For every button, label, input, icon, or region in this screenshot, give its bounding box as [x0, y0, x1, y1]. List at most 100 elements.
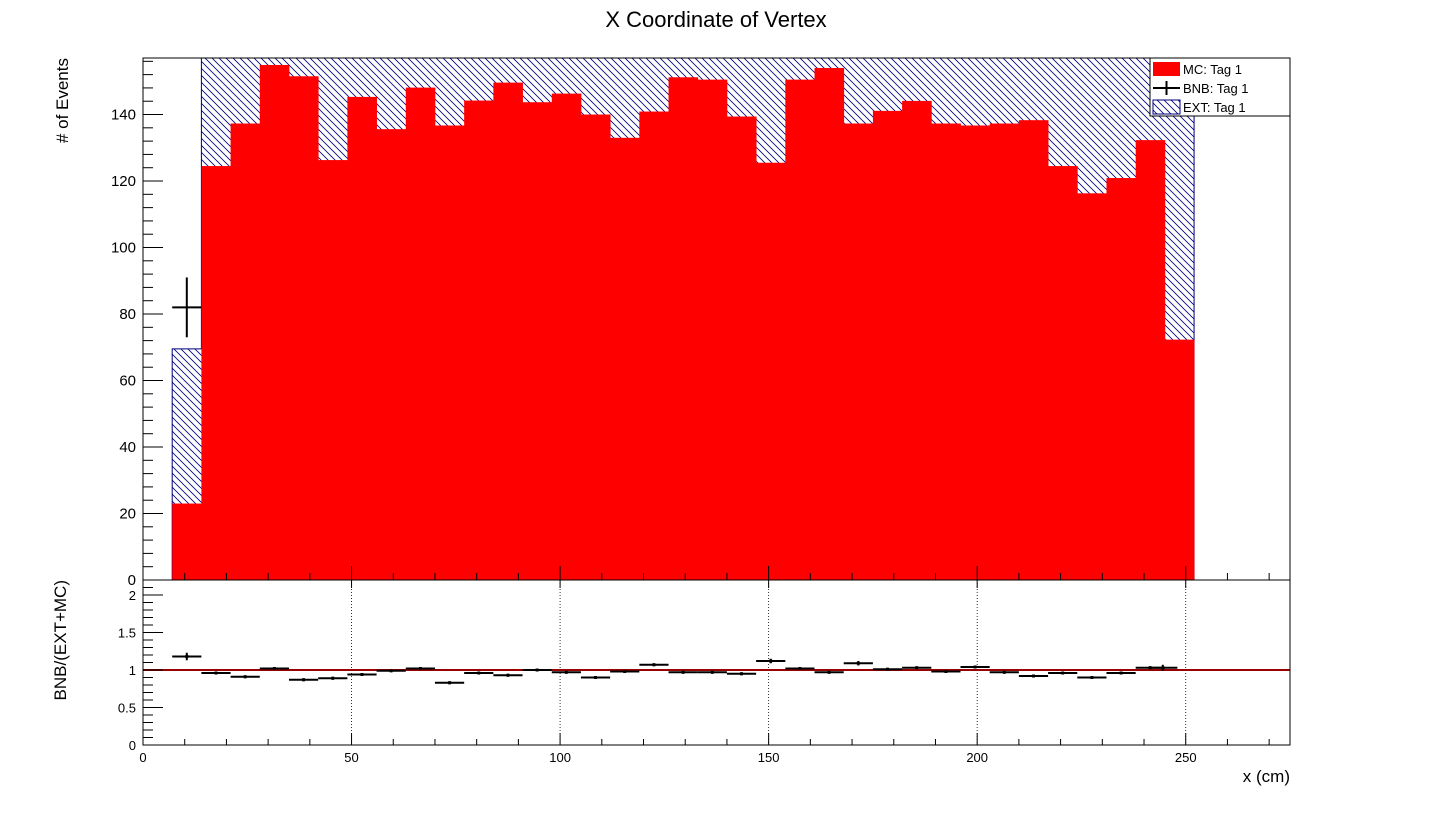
- ratio-point: [769, 659, 773, 663]
- mc-bar: [405, 87, 436, 581]
- y-tick-label: 120: [111, 173, 136, 190]
- ratio-point: [710, 670, 714, 674]
- legend-label: MC: Tag 1: [1183, 62, 1242, 77]
- mc-bar: [1018, 120, 1049, 580]
- mc-bar: [230, 123, 261, 581]
- ratio-point: [360, 673, 364, 676]
- y-tick-label: 100: [111, 240, 136, 257]
- ratio-panel: 0 0.5 1 1.5 2 0 50 100 150 200 250 BNB/(EXT+MC) x …: [51, 579, 1291, 786]
- ratio-point: [1090, 676, 1094, 679]
- ratio-y-tick-label: 2: [129, 588, 136, 603]
- mc-bar: [259, 64, 290, 580]
- legend: MC: Tag 1 BNB: Tag 1 EXT: Tag 1: [1149, 57, 1291, 117]
- ratio-y-tick-label: 0: [129, 738, 136, 753]
- x-tick-label: 250: [1175, 750, 1197, 765]
- main-axes: 0 20 40 60 80 100 120 140: [111, 60, 1270, 589]
- ratio-grid: [351, 580, 1187, 745]
- mc-bar: [610, 137, 640, 580]
- ratio-point: [944, 670, 948, 673]
- ratio-point: [652, 663, 656, 667]
- ratio-point: [1061, 671, 1065, 675]
- x-axis-title: x (cm): [1243, 767, 1290, 786]
- ratio-point: [915, 666, 919, 670]
- ratio-point: [214, 671, 218, 675]
- ratio-point: [740, 672, 744, 676]
- mc-bar: [1048, 166, 1078, 581]
- bnb-series: [172, 277, 202, 338]
- ratio-y-axis-title: BNB/(EXT+MC): [51, 580, 70, 700]
- y-tick-label: 40: [119, 439, 136, 456]
- x-tick-label: 50: [344, 750, 358, 765]
- ratio-point: [302, 678, 306, 682]
- ratio-point: [448, 681, 452, 685]
- ratio-point: [331, 676, 335, 680]
- mc-bar: [902, 100, 932, 581]
- main-panel: 0 20 40 60 80 100 120 140 # of Events MC: Tag 1…: [53, 57, 1291, 589]
- ratio-point: [973, 665, 977, 669]
- ratio-point: [506, 673, 510, 677]
- ratio-point: [681, 670, 685, 674]
- ratio-point: [477, 671, 481, 675]
- mc-bar: [172, 503, 202, 580]
- ratio-axes: 0 0.5 1 1.5 2 0 50 100 150 200 250: [118, 580, 1270, 765]
- ratio-point: [389, 669, 393, 673]
- mc-bar: [493, 82, 523, 580]
- mc-bar: [756, 162, 786, 580]
- mc-bar: [318, 160, 348, 580]
- mc-bar: [464, 100, 494, 581]
- chart-title: X Coordinate of Vertex: [605, 7, 826, 32]
- ratio-point: [623, 670, 627, 673]
- y-tick-label: 80: [119, 306, 136, 323]
- mc-bar: [434, 125, 465, 581]
- ratio-y-tick-label: 1: [129, 663, 136, 678]
- ratio-point: [798, 667, 802, 670]
- ratio-point: [564, 670, 568, 674]
- ratio-y-tick-label: 0.5: [118, 701, 136, 716]
- mc-bar: [288, 76, 319, 580]
- ratio-point: [243, 675, 247, 679]
- x-tick-label: 150: [758, 750, 780, 765]
- x-tick-label: 100: [549, 750, 571, 765]
- mc-bar: [931, 123, 961, 581]
- mc-bar: [814, 67, 845, 580]
- mc-bar: [872, 110, 903, 581]
- ratio-series: [172, 652, 1178, 685]
- ratio-point: [185, 655, 189, 658]
- mc-bar: [1135, 140, 1166, 580]
- mc-bar: [580, 114, 611, 581]
- ratio-frame: [142, 579, 1291, 746]
- mc-bar: [960, 125, 991, 581]
- mc-bar: [347, 96, 377, 580]
- ratio-point: [886, 667, 890, 671]
- mc-bar: [1077, 193, 1107, 580]
- mc-bar: [1106, 178, 1137, 581]
- mc-bar: [843, 123, 874, 581]
- ratio-point: [856, 661, 860, 665]
- y-tick-label: 20: [119, 506, 136, 523]
- mc-bar: [522, 102, 553, 580]
- y-axis-title: # of Events: [53, 58, 72, 143]
- x-tick-label: 0: [139, 750, 146, 765]
- mc-bar: [551, 93, 582, 580]
- ratio-point: [535, 668, 539, 672]
- mc-bar: [376, 129, 407, 580]
- ratio-y-tick-label: 1.5: [118, 626, 136, 641]
- mc-bar: [785, 79, 815, 581]
- legend-swatch-ext: [1152, 99, 1181, 115]
- ratio-point: [594, 676, 598, 679]
- x-tick-label: 200: [966, 750, 988, 765]
- legend-label: EXT: Tag 1: [1183, 100, 1246, 115]
- y-tick-label: 140: [111, 107, 136, 124]
- ratio-point: [272, 667, 276, 670]
- mc-bar: [668, 77, 699, 581]
- mc-series: [172, 64, 1195, 581]
- legend-swatch-mc: [1153, 62, 1180, 76]
- ratio-point: [1119, 671, 1123, 675]
- ratio-point: [1031, 674, 1035, 678]
- ratio-point: [1002, 670, 1006, 674]
- mc-bar: [639, 111, 669, 580]
- legend-label: BNB: Tag 1: [1183, 81, 1249, 96]
- ratio-point: [418, 667, 422, 670]
- mc-bar: [989, 123, 1020, 581]
